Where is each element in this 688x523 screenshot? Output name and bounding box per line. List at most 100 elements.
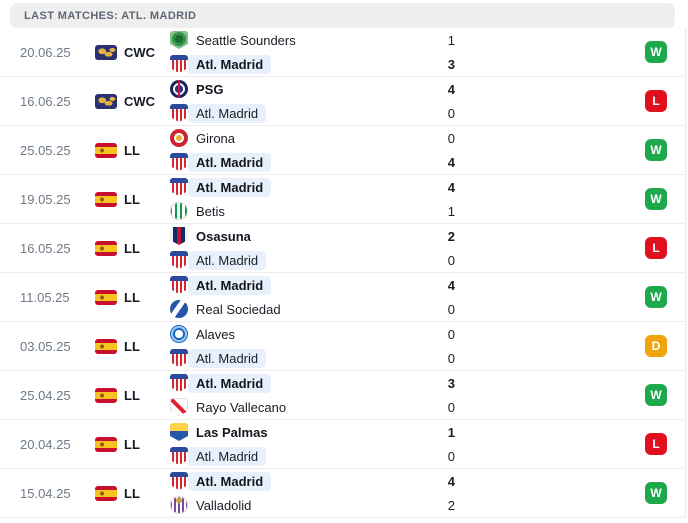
result-badge: D — [645, 335, 667, 357]
home-team: Girona — [170, 127, 435, 150]
away-team-name: Valladolid — [196, 497, 252, 513]
match-row[interactable]: 16.06.25 CWC PSG Atl. Madrid 4 0 L — [0, 77, 685, 126]
home-team: Atl. Madrid — [170, 274, 435, 297]
scores: 4 2 — [435, 470, 455, 517]
home-team-logo-icon — [170, 374, 188, 392]
competition-code: LL — [124, 142, 140, 158]
result-badge: W — [645, 286, 667, 308]
competition-code: LL — [124, 436, 140, 452]
away-team-logo-icon — [170, 398, 188, 416]
home-team-logo-icon — [170, 423, 188, 441]
away-team-logo-icon — [170, 104, 188, 122]
away-team-name: Real Sociedad — [196, 301, 281, 317]
away-team-logo-icon — [170, 496, 188, 514]
home-team: Seattle Sounders — [170, 29, 435, 52]
away-team: Atl. Madrid — [170, 249, 435, 272]
away-team-name: Atl. Madrid — [188, 152, 272, 172]
away-score: 1 — [447, 203, 455, 219]
home-team-name: Osasuna — [196, 228, 251, 244]
result-badge: W — [645, 41, 667, 63]
home-team-logo-icon — [170, 31, 188, 49]
match-row[interactable]: 25.05.25 LL Girona Atl. Madrid 0 4 W — [0, 126, 685, 175]
away-team-name: Rayo Vallecano — [196, 399, 287, 415]
competition-icon — [95, 436, 117, 452]
competition-code: LL — [124, 191, 140, 207]
teams: Osasuna Atl. Madrid — [170, 225, 435, 272]
home-score: 4 — [447, 81, 455, 97]
scores: 4 0 — [435, 274, 455, 321]
away-team-logo-icon — [170, 349, 188, 367]
competition-code: LL — [124, 387, 140, 403]
away-team-name: Atl. Madrid — [188, 54, 272, 74]
away-team-logo-icon — [170, 251, 188, 269]
result-badge: W — [645, 188, 667, 210]
away-team-logo-icon — [170, 202, 188, 220]
competition-code: LL — [124, 338, 140, 354]
competition-icon — [95, 191, 117, 207]
competition: LL — [95, 240, 170, 256]
home-team-logo-icon — [170, 276, 188, 294]
match-row[interactable]: 20.06.25 CWC Seattle Sounders Atl. Madri… — [0, 28, 685, 77]
away-score: 0 — [447, 448, 455, 464]
match-row[interactable]: 16.05.25 LL Osasuna Atl. Madrid 2 0 L — [0, 224, 685, 273]
home-team-name: Atl. Madrid — [188, 471, 272, 491]
competition: LL — [95, 436, 170, 452]
match-date: 20.04.25 — [20, 436, 71, 452]
match-row[interactable]: 03.05.25 LL Alaves Atl. Madrid 0 0 D — [0, 322, 685, 371]
match-date: 25.05.25 — [20, 142, 71, 158]
away-team-name: Atl. Madrid — [188, 250, 267, 270]
home-team-logo-icon — [170, 129, 188, 147]
match-date: 25.04.25 — [20, 387, 71, 403]
competition-icon — [95, 240, 117, 256]
match-row[interactable]: 11.05.25 LL Atl. Madrid Real Sociedad 4 … — [0, 273, 685, 322]
home-team: Atl. Madrid — [170, 470, 435, 493]
away-score: 0 — [447, 399, 455, 415]
away-team: Atl. Madrid — [170, 347, 435, 370]
scores: 0 0 — [435, 323, 455, 370]
home-score: 4 — [447, 473, 455, 489]
away-team: Betis — [170, 200, 435, 223]
away-score: 0 — [447, 252, 455, 268]
competition: LL — [95, 191, 170, 207]
teams: Atl. Madrid Valladolid — [170, 470, 435, 517]
competition: LL — [95, 338, 170, 354]
teams: Atl. Madrid Rayo Vallecano — [170, 372, 435, 419]
match-row[interactable]: 25.04.25 LL Atl. Madrid Rayo Vallecano 3… — [0, 371, 685, 420]
home-team: Osasuna — [170, 225, 435, 248]
competition-code: LL — [124, 289, 140, 305]
home-team-name: Atl. Madrid — [188, 177, 272, 197]
match-date: 11.05.25 — [20, 289, 70, 305]
last-matches-panel: LAST MATCHES: ATL. MADRID 20.06.25 CWC S… — [0, 3, 688, 523]
match-row[interactable]: 19.05.25 LL Atl. Madrid Betis 4 1 W — [0, 175, 685, 224]
home-team-logo-icon — [170, 227, 188, 245]
away-team-logo-icon — [170, 300, 188, 318]
result-badge: W — [645, 384, 667, 406]
away-team-logo-icon — [170, 55, 188, 73]
competition-code: LL — [124, 240, 140, 256]
away-team-logo-icon — [170, 153, 188, 171]
home-team-name: Atl. Madrid — [188, 275, 272, 295]
away-score: 0 — [447, 301, 455, 317]
competition: LL — [95, 289, 170, 305]
competition-icon — [95, 338, 117, 354]
panel-header: LAST MATCHES: ATL. MADRID — [10, 3, 675, 28]
away-team: Rayo Vallecano — [170, 396, 435, 419]
result-badge: L — [645, 433, 667, 455]
result-badge: W — [645, 482, 667, 504]
away-team: Atl. Madrid — [170, 53, 435, 76]
away-score: 0 — [447, 105, 455, 121]
scores: 1 3 — [435, 29, 455, 76]
away-team-name: Betis — [196, 203, 225, 219]
away-team-name: Atl. Madrid — [188, 348, 267, 368]
match-date: 19.05.25 — [20, 191, 71, 207]
away-team: Atl. Madrid — [170, 445, 435, 468]
teams: Atl. Madrid Real Sociedad — [170, 274, 435, 321]
home-score: 0 — [447, 130, 455, 146]
match-row[interactable]: 20.04.25 LL Las Palmas Atl. Madrid 1 0 L — [0, 420, 685, 469]
competition-icon — [95, 289, 117, 305]
competition-icon — [95, 485, 117, 501]
home-team: Atl. Madrid — [170, 176, 435, 199]
scores: 2 0 — [435, 225, 455, 272]
match-row[interactable]: 15.04.25 LL Atl. Madrid Valladolid 4 2 W — [0, 469, 685, 518]
match-date: 16.05.25 — [20, 240, 71, 256]
